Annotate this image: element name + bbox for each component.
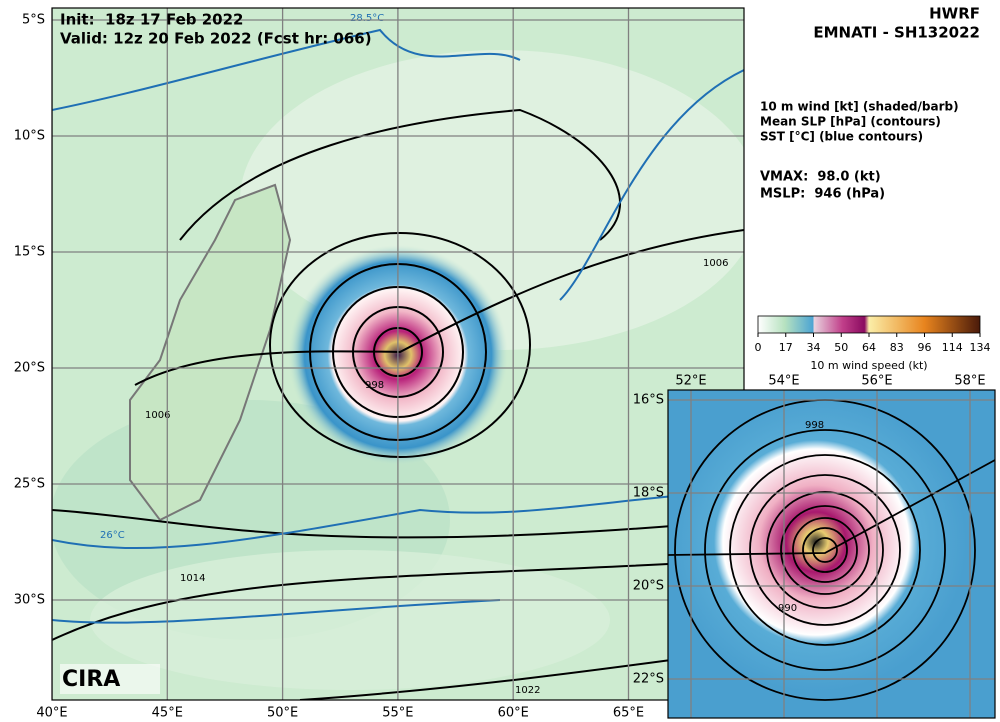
colorbar-tick-label: 96 — [918, 341, 932, 354]
lon-label: 60°E — [498, 706, 529, 721]
lat-label: 18°S — [633, 486, 664, 501]
main-frame — [51, 7, 745, 701]
colorbar-tick-label: 17 — [779, 341, 793, 354]
sst-label: 28.5°C — [350, 13, 384, 24]
lat-label: 15°S — [14, 245, 45, 260]
lat-label: 16°S — [633, 393, 664, 408]
lat-label: 5°S — [22, 13, 45, 28]
colorbar-tick-label: 83 — [890, 341, 904, 354]
colorbar-tick-label: 114 — [942, 341, 963, 354]
slp-label: 998 — [365, 380, 384, 391]
lon-label: 50°E — [267, 706, 298, 721]
slp-label: 998 — [805, 420, 824, 431]
legend-line: Mean SLP [hPa] (contours) — [760, 115, 941, 129]
vmax: VMAX: 98.0 (kt) — [760, 170, 881, 185]
slp-label: 1006 — [145, 410, 170, 421]
inset-map: 998 990 — [668, 390, 995, 718]
lat-label: 20°S — [633, 579, 664, 594]
colorbar-tick-label: 34 — [807, 341, 821, 354]
lon-label: 45°E — [152, 706, 183, 721]
slp-label: 1014 — [180, 573, 205, 584]
lon-label: 55°E — [382, 706, 413, 721]
lon-label: 54°E — [768, 374, 799, 389]
inset-frame — [667, 389, 996, 719]
lon-label: 56°E — [861, 374, 892, 389]
model-name: HWRF — [929, 5, 980, 23]
legend-line: 10 m wind [kt] (shaded/barb) — [760, 100, 959, 114]
lat-label: 20°S — [14, 361, 45, 376]
main-map: 28.5°C 26°C 998 1006 1014 1022 1006 CIRA — [52, 8, 744, 700]
lon-label: 40°E — [36, 706, 67, 721]
sst-label: 26°C — [100, 530, 125, 541]
slp-label: 1006 — [703, 258, 728, 269]
lat-label: 25°S — [14, 477, 45, 492]
colorbar-tick-label: 134 — [970, 341, 991, 354]
lat-label: 30°S — [14, 593, 45, 608]
colorbar-tick-label: 0 — [755, 341, 762, 354]
colorbar — [757, 315, 981, 334]
lon-label: 52°E — [675, 374, 706, 389]
slp-label: 1022 — [515, 685, 540, 696]
init-time: Init: 18z 17 Feb 2022 — [60, 11, 243, 29]
lat-label: 10°S — [14, 129, 45, 144]
slp-label: 990 — [778, 603, 797, 614]
colorbar-tick-label: 50 — [834, 341, 848, 354]
lat-label: 22°S — [633, 672, 664, 687]
storm-name: EMNATI - SH132022 — [813, 24, 980, 42]
lon-label: 58°E — [954, 374, 985, 389]
valid-time: Valid: 12z 20 Feb 2022 (Fcst hr: 066) — [60, 30, 372, 48]
lon-label: 65°E — [613, 706, 644, 721]
colorbar-tick-label: 64 — [862, 341, 876, 354]
logo: CIRA — [62, 667, 120, 692]
legend-line: SST [°C] (blue contours) — [760, 130, 923, 144]
mslp: MSLP: 946 (hPa) — [760, 187, 885, 202]
colorbar-label: 10 m wind speed (kt) — [810, 359, 927, 372]
